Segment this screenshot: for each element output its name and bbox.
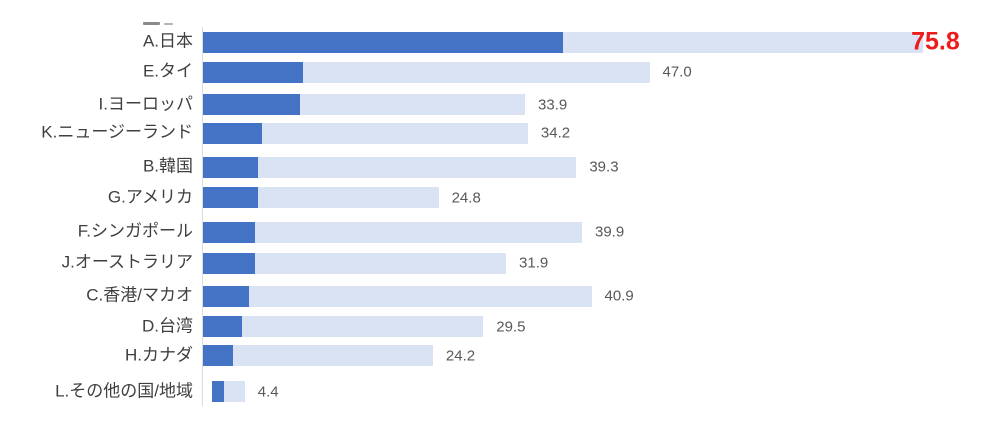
bar-segment-light [241,316,484,337]
value-label: 24.2 [445,347,476,365]
bar-segment-dark [203,345,234,367]
category-label: C.香港/マカオ [86,285,193,305]
bar-segment-light [233,345,433,367]
bar-segment-light [258,187,439,209]
value-label: 40.9 [604,287,634,305]
category-label: F.シンガポール [77,221,193,241]
bar-segment-light [258,156,577,178]
value-label: 33.9 [538,96,568,114]
value-label: 4.4 [257,383,279,401]
category-label: B.韓国 [142,156,193,176]
category-label: I.ヨーロッパ [98,94,193,114]
bar-segment-light [302,61,650,83]
category-label: K.ニュージーランド [41,122,193,142]
bar-segment-dark [203,61,303,83]
value-label: 29.5 [496,318,526,335]
category-label: L.その他の国/地域 [55,381,193,401]
bar-segment-dark [203,285,249,307]
bar-segment-light [248,285,592,307]
bar-segment-light [255,221,583,243]
bar-segment-dark [203,221,256,243]
cropped-text-artifact [143,22,160,25]
category-label: E.タイ [142,61,193,81]
value-label: 47.0 [662,63,692,81]
bar-segment-light [255,252,507,274]
value-label: 34.2 [540,124,571,142]
value-label: 39.3 [589,158,619,176]
category-label: A.日本 [142,31,193,51]
cropped-text-artifact [164,23,173,25]
bar-segment-dark [203,122,262,144]
bar-segment-dark [203,156,259,178]
bar-segment-dark [203,252,256,274]
bar-segment-dark [203,94,300,116]
category-label: H.カナダ [125,345,193,365]
category-label: G.アメリカ [107,187,193,207]
category-axis-line [202,27,203,406]
bar-segment-light [223,381,245,403]
value-label-highlighted: 75.8 [911,27,960,56]
bar-segment-light [563,31,924,53]
category-label: J.オーストラリア [61,252,193,272]
bar-segment-dark [212,381,224,403]
value-label: 39.9 [595,223,625,241]
bar-segment-light [299,94,526,116]
bar-segment-dark [203,187,259,209]
bar-segment-dark [203,31,564,53]
bar-segment-dark [203,316,242,337]
category-label: D.台湾 [142,316,193,336]
bar-segment-light [261,122,528,144]
value-label: 31.9 [519,254,549,272]
value-label: 24.8 [451,189,481,207]
